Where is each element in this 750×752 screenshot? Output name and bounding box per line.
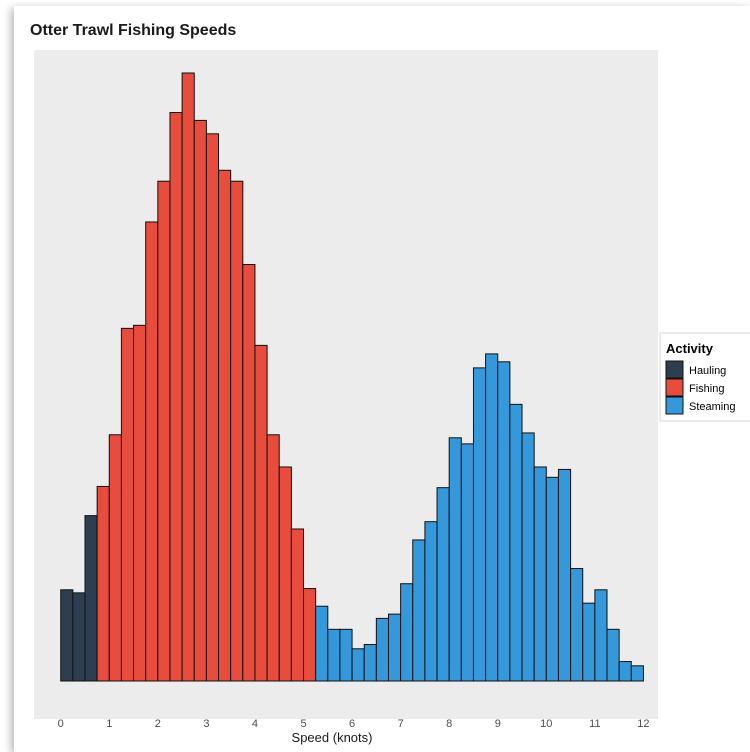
bar-steaming-21 bbox=[570, 568, 584, 682]
bar-steaming-16 bbox=[509, 403, 523, 682]
x-tick-label: 0 bbox=[58, 718, 64, 730]
bar-steaming-10 bbox=[436, 487, 450, 682]
bar-steaming-12 bbox=[460, 443, 474, 682]
bar-steaming-20 bbox=[557, 468, 572, 682]
legend-key-fishing bbox=[665, 378, 684, 397]
legend-key-steaming bbox=[665, 396, 684, 415]
bar-fishing-3 bbox=[133, 324, 147, 682]
bar-hauling-1 bbox=[72, 592, 86, 682]
bar-hauling-0 bbox=[60, 589, 74, 682]
bar-fishing-10 bbox=[218, 169, 232, 682]
legend-title: Activity bbox=[666, 341, 714, 356]
bar-steaming-13 bbox=[472, 367, 487, 682]
x-tick-label: 6 bbox=[349, 718, 355, 730]
bar-steaming-8 bbox=[412, 539, 426, 682]
bar-steaming-1 bbox=[327, 628, 341, 682]
legend: Activity Hauling Fishing Steaming bbox=[659, 332, 750, 422]
bar-steaming-14 bbox=[485, 353, 499, 682]
bar-fishing-1 bbox=[108, 434, 122, 682]
legend-label-hauling: Hauling bbox=[689, 365, 726, 377]
x-tick-label: 11 bbox=[589, 718, 600, 730]
bar-fishing-16 bbox=[290, 528, 305, 682]
x-tick-label: 9 bbox=[495, 718, 501, 730]
bar-steaming-11 bbox=[448, 437, 462, 682]
bar-steaming-19 bbox=[545, 476, 559, 682]
bar-steaming-23 bbox=[594, 589, 608, 682]
x-tick-label: 2 bbox=[155, 718, 161, 730]
x-tick-label: 10 bbox=[540, 718, 552, 730]
bar-fishing-15 bbox=[278, 466, 292, 682]
chart-frame: Otter Trawl Fishing Speeds 0 1 2 3 4 5 6 7 8 9 10 1… bbox=[14, 6, 750, 752]
legend-label-steaming: Steaming bbox=[689, 401, 735, 413]
bars-group bbox=[60, 72, 644, 682]
x-tick-label: 4 bbox=[252, 718, 258, 730]
bar-steaming-7 bbox=[400, 583, 414, 682]
bar-steaming-9 bbox=[424, 521, 438, 682]
bar-steaming-25 bbox=[618, 661, 632, 682]
bar-fishing-17 bbox=[303, 588, 317, 682]
bar-steaming-0 bbox=[315, 605, 329, 682]
bar-steaming-3 bbox=[351, 648, 365, 682]
bar-fishing-8 bbox=[193, 119, 207, 682]
legend-key-hauling bbox=[665, 360, 684, 379]
bar-steaming-24 bbox=[606, 628, 620, 682]
histogram-chart: Otter Trawl Fishing Speeds 0 1 2 3 4 5 6 7 8 9 10 1… bbox=[30, 22, 750, 745]
legend-label-fishing: Fishing bbox=[689, 383, 724, 395]
bar-steaming-5 bbox=[375, 617, 389, 682]
bar-steaming-18 bbox=[533, 466, 547, 682]
bar-steaming-2 bbox=[339, 628, 353, 682]
bar-steaming-17 bbox=[521, 432, 535, 682]
bar-fishing-9 bbox=[205, 133, 220, 682]
bar-fishing-14 bbox=[266, 434, 280, 682]
bar-steaming-15 bbox=[497, 361, 511, 682]
x-tick-labels: 0 1 2 3 4 5 6 7 8 9 10 11 12 bbox=[58, 718, 650, 730]
x-tick-label: 1 bbox=[106, 718, 112, 730]
bar-fishing-4 bbox=[145, 221, 159, 682]
bar-steaming-22 bbox=[582, 602, 596, 682]
x-tick-label: 5 bbox=[300, 718, 306, 730]
bar-fishing-0 bbox=[96, 485, 110, 682]
bar-steaming-6 bbox=[387, 613, 402, 682]
bar-fishing-5 bbox=[157, 180, 171, 682]
bar-fishing-6 bbox=[169, 112, 183, 682]
x-axis-title: Speed (knots) bbox=[292, 730, 373, 745]
chart-title: Otter Trawl Fishing Speeds bbox=[30, 22, 236, 39]
bar-hauling-2 bbox=[84, 515, 98, 682]
bar-fishing-2 bbox=[120, 327, 135, 682]
bar-fishing-7 bbox=[181, 72, 195, 682]
bar-fishing-11 bbox=[230, 180, 244, 682]
x-tick-label: 3 bbox=[203, 718, 209, 730]
x-tick-label: 8 bbox=[446, 718, 452, 730]
bar-steaming-4 bbox=[363, 644, 377, 682]
bar-fishing-12 bbox=[242, 264, 256, 682]
bar-fishing-13 bbox=[254, 344, 268, 682]
bar-steaming-26 bbox=[630, 665, 644, 682]
x-tick-label: 7 bbox=[398, 718, 404, 730]
x-tick-label: 12 bbox=[637, 718, 649, 730]
